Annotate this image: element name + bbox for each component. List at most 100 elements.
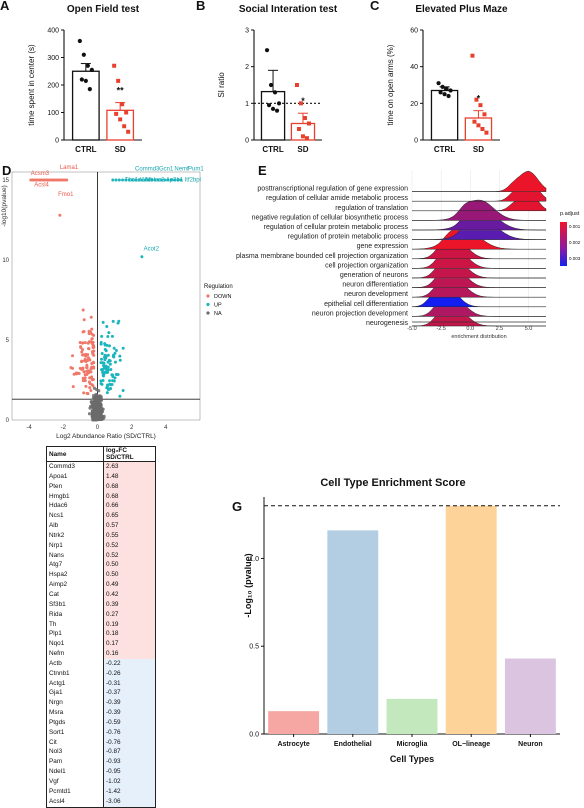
data-point-down [90,327,94,331]
table-cell-fc: -0.93 [103,757,156,768]
protein-table: Name log₂FC SD/CTRL Commd3 2.63 Apoa1 1.48 P… [46,446,156,808]
table-cell-fc: 0.17 [103,639,156,650]
table-row: Cit -0.76 [46,737,156,748]
data-point-down [89,370,93,374]
legend-marker [206,302,210,307]
data-point-up [99,379,103,383]
gene-label: Tbc1d10a [125,178,152,184]
data-point [85,63,90,68]
table-cell-fc: 0.52 [103,550,156,561]
table-row: Ncs1 0.65 [46,511,156,522]
table-row: Pcmtd1 -1.42 [46,786,156,797]
x-tick-label: 4 [164,425,168,431]
table-row: Actb -0.22 [46,658,156,669]
data-point-down [80,360,84,364]
x-tick-label: OL−lineage [452,741,490,748]
significance-label: * [301,96,305,106]
data-point-na [92,386,97,390]
data-point-na [91,396,96,400]
data-point-down [74,371,78,375]
table-cell-fc: -0.59 [103,717,156,728]
y-tick-label: 5 [6,338,10,344]
data-point-down [78,341,82,345]
x-tick-label: 2 [130,425,134,431]
table-cell-fc: -1.42 [103,786,156,797]
data-point-up [163,178,167,182]
data-point-down [65,178,69,182]
gene-label: Lama1 [60,165,79,171]
table-cell-fc: 2.63 [103,461,156,472]
bar-ollineage [445,505,497,734]
gene-label: Commd3 [135,166,160,172]
panel-letter: G [232,499,242,514]
table-header-fc: log₂FC SD/CTRL [103,446,156,462]
table-row: Ptgds -0.59 [46,717,156,728]
data-point [77,38,82,44]
x-tick-label: 0.0 [466,326,474,332]
data-point-up [100,334,104,338]
term-label: regulation of translation [335,205,408,212]
table-cell-fc: 0.18 [103,629,156,640]
data-point-up [105,325,109,329]
table-cell-name: Actg1 [46,678,104,689]
data-point-down [85,372,89,376]
data-point-up [121,346,125,350]
term-label: regulation of protein metabolic process [288,234,409,241]
legend-title: Regulation [204,284,233,290]
data-point-down [89,388,93,392]
data-point [264,48,270,53]
table-row: Vgf -1.02 [46,777,156,787]
table-cell-fc: 0.50 [103,570,156,581]
y-tick-label: 3 [245,28,249,35]
data-point-up [99,382,103,386]
table-row: Hmgb1 0.68 [46,491,156,502]
data-point [440,84,445,89]
table-row: Apoa1 1.48 [46,471,156,482]
table-cell-fc: -0.76 [103,727,156,738]
data-point-up [118,358,122,362]
data-point-down [86,346,90,350]
table-cell-name: Alb [46,521,104,531]
x-tick-label: Neuron [518,741,543,748]
table-cell-name: Nol3 [46,747,104,758]
data-point-down [83,379,87,383]
table-header-name: Name [46,446,104,462]
data-point-down [88,358,92,362]
data-point [472,119,477,124]
data-point-down [80,367,84,371]
table-cell-name: Ncs1 [46,511,104,522]
table-cell-fc: 0.49 [103,580,156,590]
data-point-na [93,412,97,417]
color-scale [560,222,567,266]
data-point-up [156,178,160,182]
data-point-up [118,354,122,358]
data-point-up [160,178,164,182]
legend-entry: UP [214,303,222,309]
y-tick-label: 0 [6,418,10,424]
data-point-up [106,388,110,392]
table-row: Actg1 -0.31 [46,678,156,689]
data-point-up [137,178,141,182]
data-point [478,103,483,108]
legend-entry: NA [214,311,222,317]
data-point [484,130,489,135]
table-cell-name: Apoa1 [46,471,104,482]
table-cell-name: Ctnnb1 [46,668,104,679]
data-point-na [97,407,101,412]
bar-sd [106,109,135,141]
table-cell-name: Nans [46,550,104,561]
table-cell-fc: -0.39 [103,708,156,718]
table-cell-fc: -0.39 [103,698,156,709]
x-tick-label: -2.5 [436,326,445,332]
data-point-na [91,417,95,421]
data-point [306,121,311,126]
data-point-up [111,178,115,182]
data-point-down [85,391,89,395]
data-point-na [100,414,104,418]
data-point-up [99,342,103,346]
data-point-up [103,358,107,362]
significance-label: ** [117,86,125,96]
data-point-down [91,384,95,388]
panel-b: B Social Interation test SI ratio 0 1 2 3 CTRL S… [196,0,338,154]
data-point-up [179,178,183,182]
